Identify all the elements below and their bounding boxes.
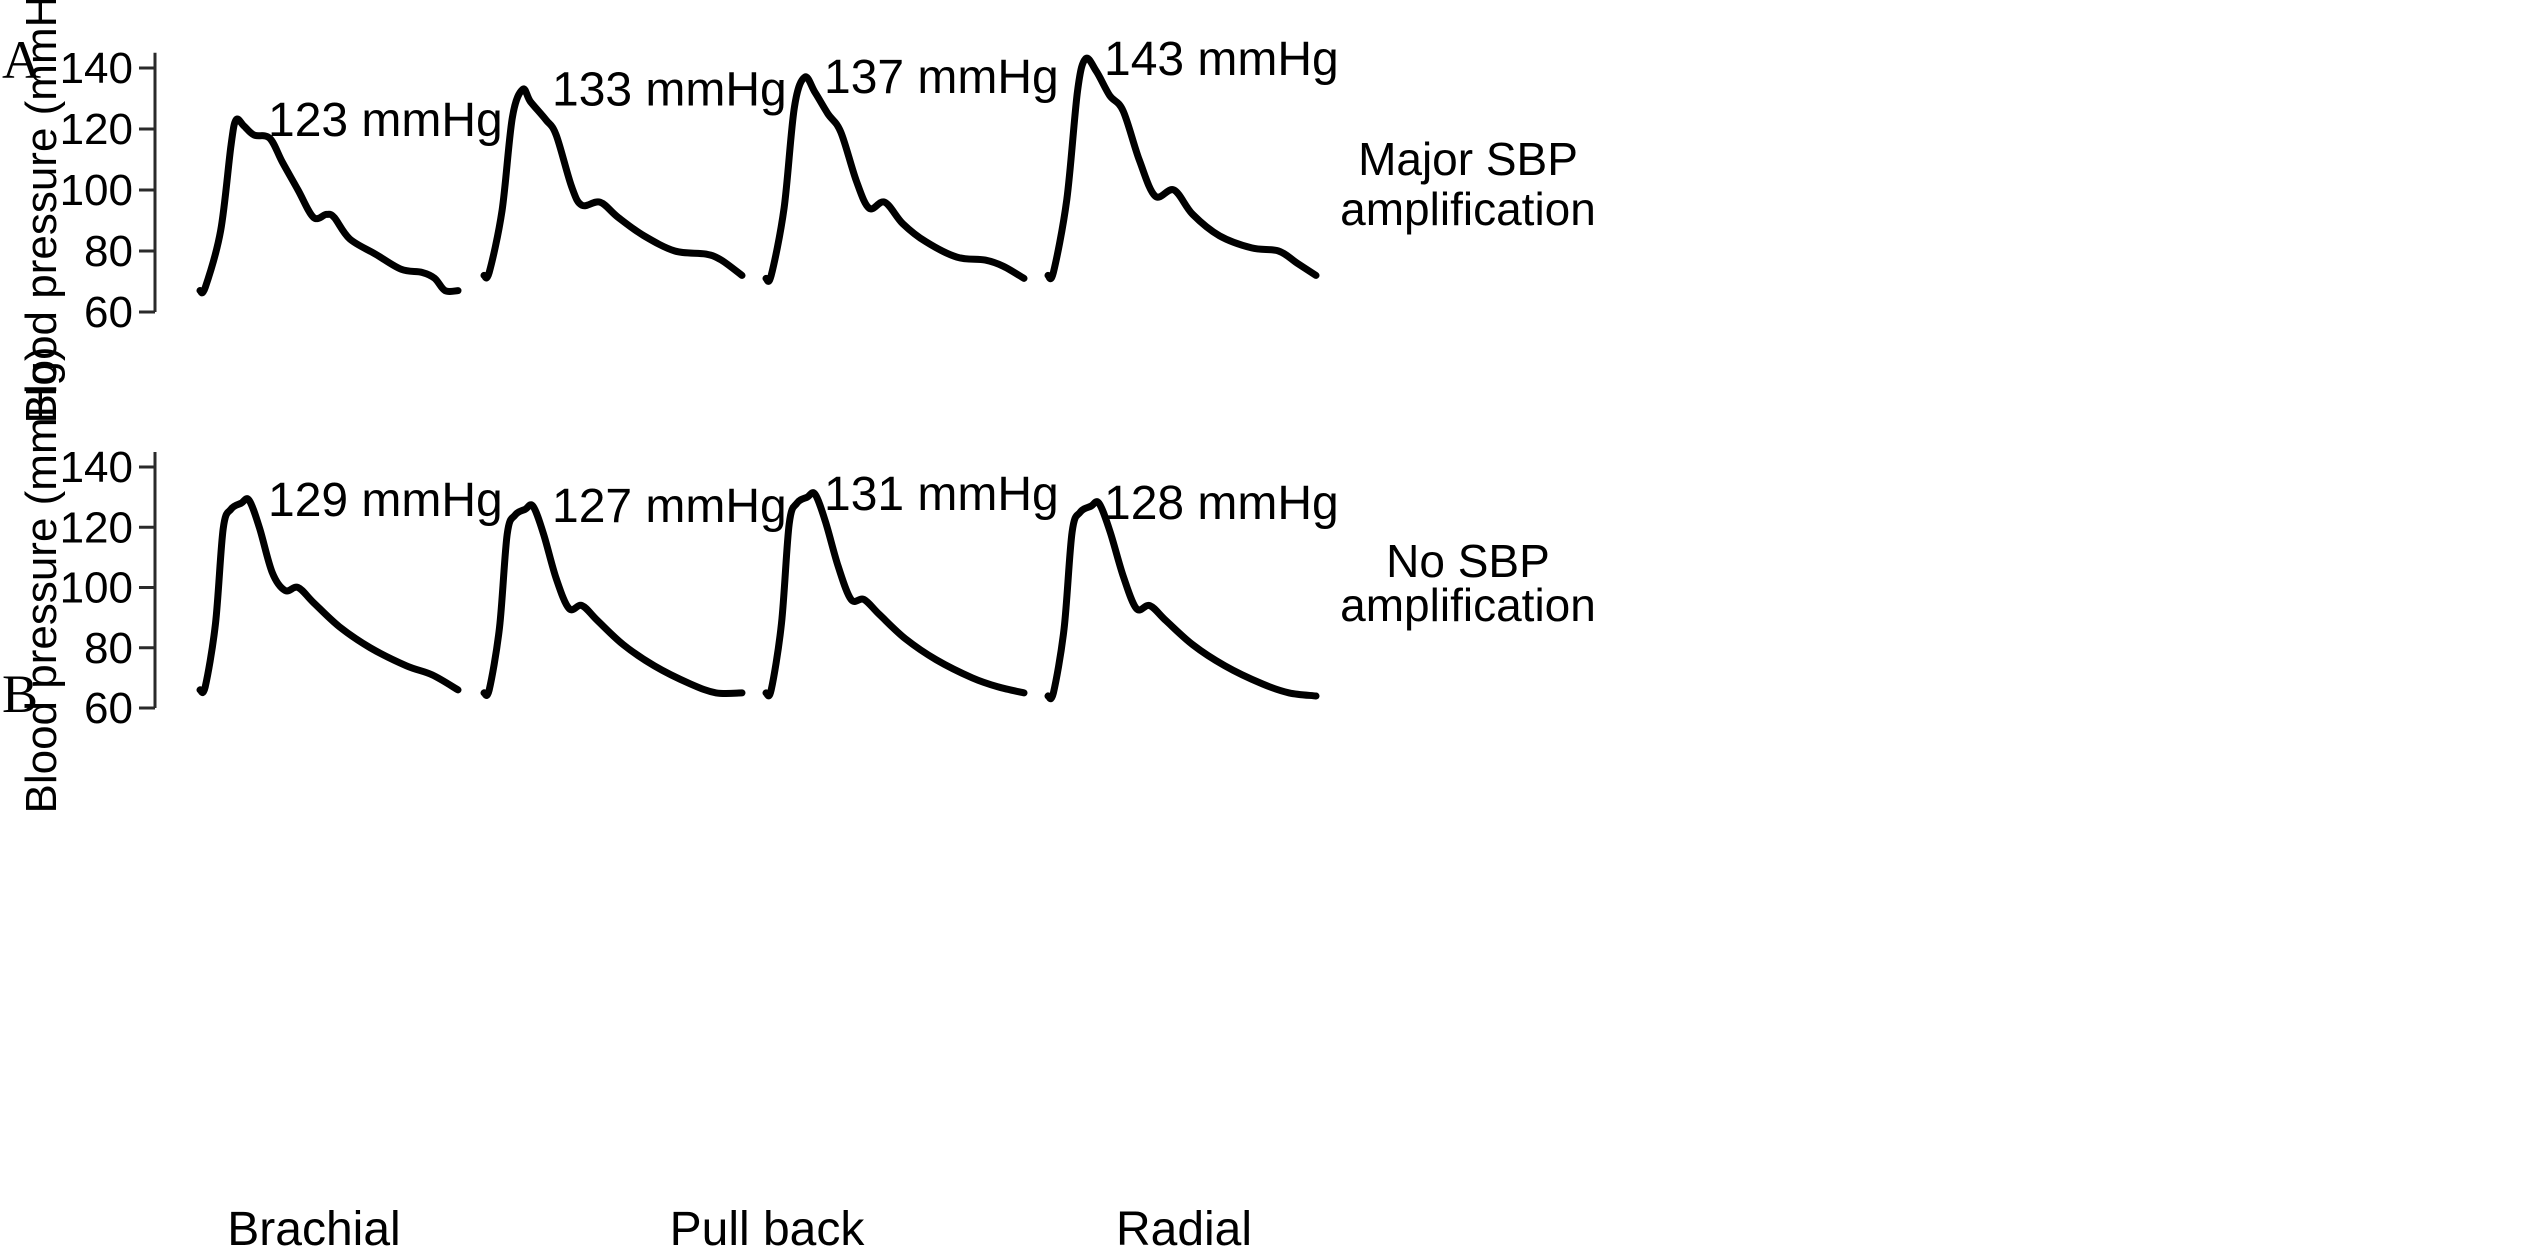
amplification-annotation: Major SBP bbox=[1358, 133, 1578, 185]
x-category-labels: Brachial Pull back Radial bbox=[227, 1203, 1252, 1256]
waveform-trace bbox=[762, 489, 1028, 700]
amplification-annotation: No SBP bbox=[1386, 535, 1550, 587]
y-axis-title: Blood pressure (mmHg) bbox=[17, 0, 66, 424]
amplification-annotation: amplification bbox=[1340, 183, 1596, 235]
y-tick-label: 140 bbox=[60, 44, 133, 93]
peak-pressure-label: 143 mmHg bbox=[1104, 33, 1339, 86]
measurement-site-label: Pull back bbox=[670, 1203, 866, 1256]
amplification-annotation: amplification bbox=[1340, 579, 1596, 631]
y-tick-label: 140 bbox=[60, 443, 133, 492]
y-tick-label: 80 bbox=[84, 624, 133, 673]
peak-pressure-label: 133 mmHg bbox=[552, 63, 787, 116]
peak-pressure-label: 128 mmHg bbox=[1104, 477, 1339, 530]
panel-a-letter: A bbox=[2, 30, 41, 90]
measurement-site-label: Radial bbox=[1116, 1203, 1252, 1256]
peak-pressure-label: 127 mmHg bbox=[552, 480, 787, 533]
peak-pressure-label: 129 mmHg bbox=[268, 474, 503, 527]
y-tick-label: 100 bbox=[60, 166, 133, 215]
y-tick-label: 120 bbox=[60, 503, 133, 552]
peak-pressure-label: 131 mmHg bbox=[824, 468, 1059, 521]
y-tick-label: 60 bbox=[84, 684, 133, 733]
waveform-trace bbox=[196, 115, 462, 297]
waveform-trace bbox=[480, 85, 746, 282]
y-tick-label: 100 bbox=[60, 564, 133, 613]
peak-pressure-label: 137 mmHg bbox=[824, 51, 1059, 104]
y-axis-title: Blood pressure (mmHg) bbox=[17, 346, 66, 813]
waveform-trace bbox=[1044, 54, 1320, 283]
y-tick-label: 120 bbox=[60, 105, 133, 154]
measurement-site-label: Brachial bbox=[227, 1203, 400, 1256]
y-tick-label: 80 bbox=[84, 227, 133, 276]
panel-b-letter: B bbox=[2, 664, 38, 724]
peak-pressure-label: 123 mmHg bbox=[268, 94, 503, 147]
waveform-trace bbox=[1044, 498, 1320, 703]
waveform-trace bbox=[762, 73, 1028, 285]
y-tick-label: 60 bbox=[84, 288, 133, 337]
waveform-trace bbox=[196, 495, 462, 697]
waveform-trace bbox=[480, 501, 746, 700]
